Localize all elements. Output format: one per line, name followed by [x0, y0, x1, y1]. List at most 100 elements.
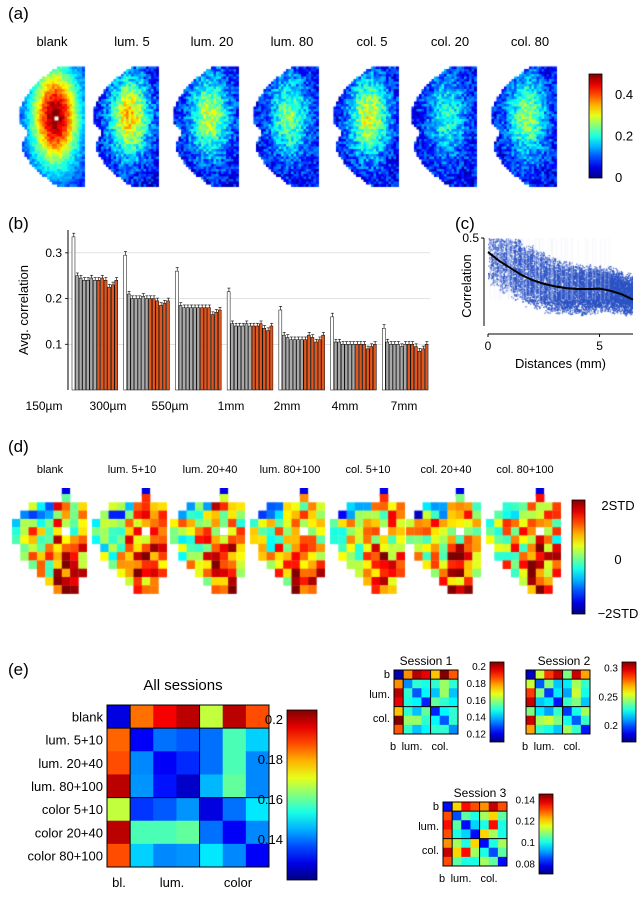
panel-e-session-cell	[553, 697, 563, 707]
panel-b-bar	[134, 298, 138, 391]
panel-e-session-cell	[412, 697, 422, 707]
panel-e-main-cell	[199, 820, 224, 845]
panel-e-session-frame	[442, 801, 508, 867]
panel-d-colorbar-gradient	[571, 499, 586, 615]
panel-b-ytick-label: 0.2	[45, 292, 62, 306]
panel-e-session-cell	[571, 706, 582, 717]
panel-b-letter: (b)	[8, 214, 29, 233]
panel-d-condition-label: col. 80+100	[496, 464, 554, 476]
panel-e-main-cell	[130, 728, 154, 752]
panel-b-bar	[351, 344, 356, 391]
panel-b-bar	[300, 339, 304, 391]
panel-b-group-label: 550µm	[152, 399, 189, 413]
panel-e-main-cell	[199, 705, 224, 729]
panel-e-session-cell	[479, 820, 490, 830]
panel-e-session-cell	[544, 724, 554, 735]
panel-e-session-cell	[571, 679, 582, 689]
panel-e-session-cell	[470, 802, 480, 812]
panel-b-bar	[203, 307, 208, 391]
panel-e-session-frame	[393, 669, 459, 735]
panel-e-session-cell	[497, 829, 508, 839]
panel-b-bar	[382, 328, 386, 391]
panel-b-bar	[189, 307, 193, 391]
panel-b-bar	[258, 323, 263, 391]
panel-e-main-row-label: lum. 80+100	[31, 779, 103, 794]
panel-e-main-title: All sessions	[143, 677, 222, 694]
panel-e-main-cell	[245, 751, 270, 775]
panel-e-session-cell	[553, 706, 563, 717]
panel-e-main-row-label: lum. 20+40	[38, 756, 103, 771]
panel-e-main-cell	[153, 774, 177, 798]
panel-b-bar	[230, 323, 234, 391]
panel-d-normalized-maps	[6, 488, 566, 618]
panel-e-session-frame	[525, 669, 591, 735]
panel-e-main-cell	[222, 751, 247, 775]
panel-e-session-cell	[430, 679, 441, 689]
panel-e-session-cell	[430, 715, 441, 726]
panel-e-session-cell	[535, 724, 545, 735]
panel-e-main-cell	[176, 797, 200, 822]
panel-e-session-cell	[497, 847, 508, 858]
panel-e-session-col-label: b	[522, 741, 528, 753]
panel-e-main-cell	[245, 774, 270, 798]
panel-b-bar	[282, 334, 286, 391]
panel-d-colorbar-tick: 0	[614, 552, 621, 567]
panel-e-session-cell	[571, 670, 582, 680]
panel-e-session-row-label: lum.	[369, 689, 390, 701]
panel-b-bar	[141, 296, 145, 391]
panel-e-session-cell	[394, 706, 404, 717]
panel-e-main-cell	[107, 820, 131, 845]
panel-e-session-cell	[439, 688, 450, 698]
panel-d-colorbar: 2STD 0 −2STD	[571, 498, 639, 621]
panel-e-main-cell	[176, 774, 200, 798]
panel-e-session-cell	[439, 706, 450, 717]
panel-b-bar	[210, 314, 215, 391]
panel-e-main-cell	[107, 843, 131, 868]
panel-b-bar	[358, 344, 363, 391]
panel-b-bar	[417, 350, 422, 391]
panel-e-main-cell	[245, 797, 270, 822]
panel-e-session-cell	[526, 715, 536, 726]
panel-b-bar	[251, 325, 256, 391]
panel-e-session-cell	[452, 847, 462, 858]
panel-d-colorbar-tick: −2STD	[598, 606, 639, 621]
panel-e-session-cell	[421, 688, 431, 698]
panel-e-main-cell	[222, 728, 247, 752]
panel-b-bar	[182, 307, 186, 391]
panel-b-bar	[114, 280, 119, 391]
panel-b-bar	[330, 316, 334, 391]
panel-e-session-title: Session 3	[454, 786, 507, 800]
panel-e-session-cell	[544, 688, 554, 698]
panel-e-main-cell	[245, 705, 270, 729]
panel-e-main-cell	[176, 728, 200, 752]
panel-e-session-cell	[421, 670, 431, 680]
panel-d-colorbar-tick: 2STD	[601, 498, 634, 513]
panel-e-session-cell	[497, 811, 508, 821]
panel-e-session-cell	[470, 856, 480, 867]
panel-e-main-cell	[153, 797, 177, 822]
panel-e-session-cell	[544, 679, 554, 689]
panel-b-ytick-label: 0.1	[45, 337, 62, 351]
panel-b-bar	[365, 348, 370, 391]
panel-b-bar	[369, 346, 374, 391]
panel-e-main-col-label: bl.	[112, 875, 126, 890]
panel-e-session-cell	[452, 802, 462, 812]
panel-e-session-cell	[488, 856, 499, 867]
panel-a-colorbar-gradient	[588, 73, 603, 179]
panel-b-bar	[333, 341, 338, 391]
panel-a-condition-label: lum. 80	[270, 34, 314, 49]
panel-e-session-cell	[580, 679, 591, 689]
panel-e-session-title: Session 1	[400, 654, 453, 668]
panel-e-session-cell	[403, 706, 413, 717]
panel-e-main-colorbar-tick: 0.14	[258, 832, 283, 847]
panel-e-session-cell	[461, 820, 471, 830]
panel-b-bar	[424, 344, 429, 391]
panel-c-ylabel: Correlation	[459, 254, 474, 318]
panel-b-group-label: 4mm	[332, 399, 359, 413]
panel-e-session-cell	[526, 679, 536, 689]
panel-e-session-cell	[497, 856, 508, 867]
panel-e-main-row-label: color 20+40	[35, 825, 103, 840]
panel-e-main-cell	[176, 843, 200, 868]
panel-e-session-cell	[443, 838, 453, 849]
panel-e-session-cell	[403, 697, 413, 707]
